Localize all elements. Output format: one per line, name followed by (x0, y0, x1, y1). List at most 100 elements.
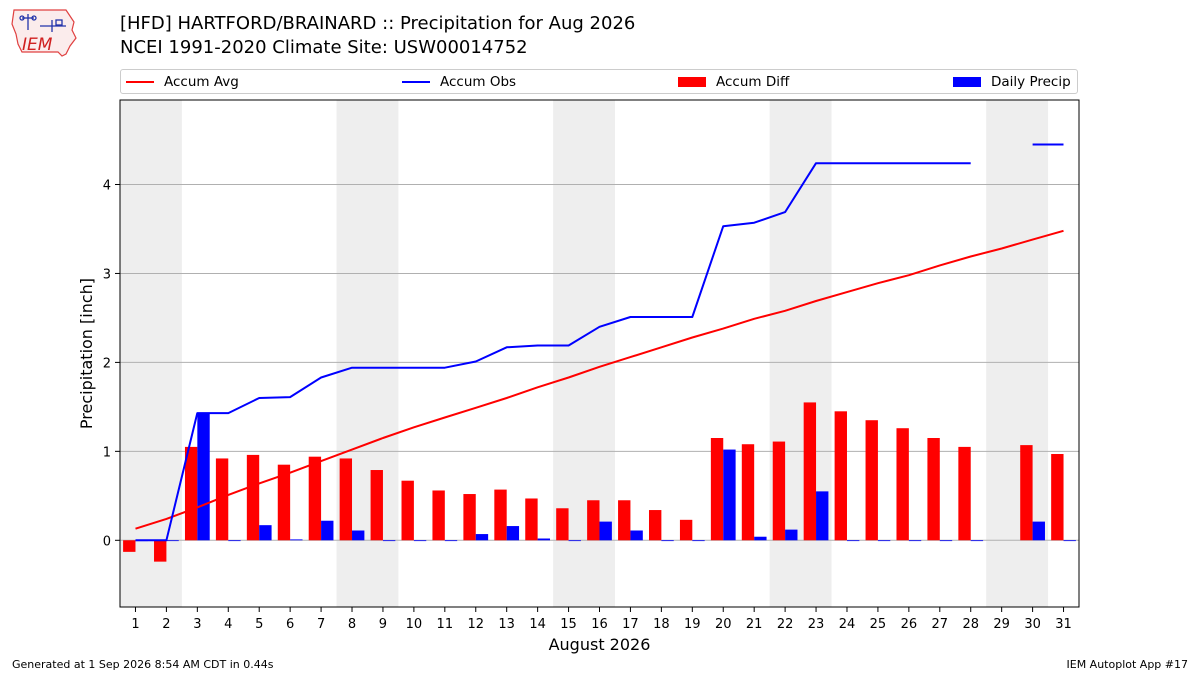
daily-precip-bar (1063, 540, 1076, 542)
x-tick-label: 5 (255, 617, 263, 632)
accum-diff-bar (1051, 454, 1064, 541)
legend-swatch (126, 81, 154, 83)
accum-diff-bar (463, 494, 476, 541)
accum-diff-bar (123, 540, 136, 552)
x-axis-label: August 2026 (549, 635, 651, 654)
x-tick-label: 6 (286, 617, 294, 632)
legend-label: Daily Precip (991, 74, 1071, 90)
daily-precip-bar (537, 538, 551, 541)
daily-precip-bar (877, 540, 891, 542)
accum-diff-bar (401, 480, 414, 541)
iem-logo: IEM (8, 6, 82, 58)
y-tick-label: 1 (103, 445, 111, 460)
daily-precip-bar (197, 413, 210, 541)
accum-diff-bar (927, 438, 940, 541)
y-tick-label: 0 (103, 534, 111, 549)
daily-precip-bar (723, 449, 736, 541)
y-tick-label: 4 (103, 179, 111, 194)
legend-item-accum-obs: Accum Obs (402, 73, 516, 91)
accum-diff-bar (494, 489, 507, 541)
y-tick-label: 2 (103, 356, 111, 371)
daily-precip-bar (382, 540, 396, 542)
accum-diff-bar (215, 458, 229, 541)
x-tick-label: 24 (839, 617, 856, 632)
legend-label: Accum Avg (164, 74, 239, 90)
accum-diff-bar (587, 500, 600, 541)
daily-precip-bar (475, 534, 489, 541)
accum-diff-bar (339, 458, 353, 541)
legend-swatch (678, 77, 706, 87)
daily-precip-bar (816, 491, 829, 541)
daily-precip-bar (321, 520, 334, 541)
x-tick-label: 18 (653, 617, 670, 632)
footer-app: IEM Autoplot App #17 (1066, 658, 1189, 671)
x-tick-label: 2 (162, 617, 170, 632)
accum-diff-bar (772, 441, 786, 541)
weekend-band (120, 100, 182, 607)
legend: Accum Avg Accum Obs Accum Diff Daily Pre… (120, 69, 1078, 94)
daily-precip-bar (228, 540, 241, 542)
y-tick-label: 3 (103, 267, 111, 282)
x-tick-label: 20 (715, 617, 732, 632)
accum-obs-line (135, 162, 971, 542)
accum-diff-bar (432, 490, 445, 541)
daily-precip-bar (939, 540, 953, 542)
x-tick-label: 7 (317, 617, 325, 632)
accum-diff-bar (556, 508, 569, 541)
x-tick-label: 31 (1055, 617, 1072, 632)
daily-precip-bar (785, 529, 798, 541)
accum-diff-bar (154, 540, 167, 562)
x-tick-label: 1 (131, 617, 139, 632)
x-tick-label: 19 (684, 617, 701, 632)
x-tick-label: 28 (962, 617, 979, 632)
daily-precip-bar (506, 526, 520, 541)
accum-diff-bar (803, 402, 817, 541)
x-tick-label: 13 (498, 617, 515, 632)
accum-diff-bar (246, 454, 260, 541)
daily-precip-bar (970, 540, 984, 542)
daily-precip-bar (846, 540, 860, 542)
legend-swatch (953, 77, 981, 87)
legend-label: Accum Diff (716, 74, 790, 90)
accum-diff-bar (896, 428, 909, 541)
y-axis-label: Precipitation [inch] (77, 278, 96, 429)
daily-precip-bar (908, 540, 922, 542)
x-tick-label: 12 (467, 617, 484, 632)
bars (123, 402, 1076, 562)
x-tick-label: 27 (932, 617, 949, 632)
daily-precip-bar (1032, 521, 1045, 541)
daily-precip-bar (413, 540, 427, 542)
x-tick-label: 9 (379, 617, 387, 632)
daily-precip-bar (661, 540, 674, 542)
chart-title: [HFD] HARTFORD/BRAINARD :: Precipitation… (120, 13, 636, 34)
accum-diff-bar (277, 464, 291, 541)
accum-diff-bar (370, 470, 383, 541)
x-tick-label: 30 (1024, 617, 1041, 632)
daily-precip-bar (166, 540, 179, 542)
accum-diff-bar (865, 420, 878, 541)
accum-diff-bar (834, 411, 847, 541)
accum-diff-bar (1020, 445, 1033, 541)
x-tick-label: 16 (591, 617, 608, 632)
daily-precip-bar (259, 525, 272, 541)
legend-item-accum-diff: Accum Diff (678, 73, 789, 91)
accum-diff-bar (958, 446, 971, 541)
daily-precip-bar (352, 530, 365, 541)
legend-item-daily-precip: Daily Precip (953, 73, 1071, 91)
chart-subtitle: NCEI 1991-2020 Climate Site: USW00014752 (120, 37, 528, 58)
accum-diff-bar (525, 498, 538, 541)
x-tick-label: 11 (437, 617, 454, 632)
x-tick-label: 3 (193, 617, 201, 632)
x-tick-label: 22 (777, 617, 794, 632)
daily-precip-bar (692, 540, 705, 542)
x-tick-label: 10 (406, 617, 423, 632)
x-tick-label: 25 (870, 617, 887, 632)
accum-diff-bar (308, 456, 322, 541)
accum-diff-bar (710, 438, 724, 541)
lines (135, 143, 1064, 542)
daily-precip-bar (290, 539, 303, 541)
x-tick-label: 21 (746, 617, 763, 632)
x-tick-label: 26 (901, 617, 918, 632)
